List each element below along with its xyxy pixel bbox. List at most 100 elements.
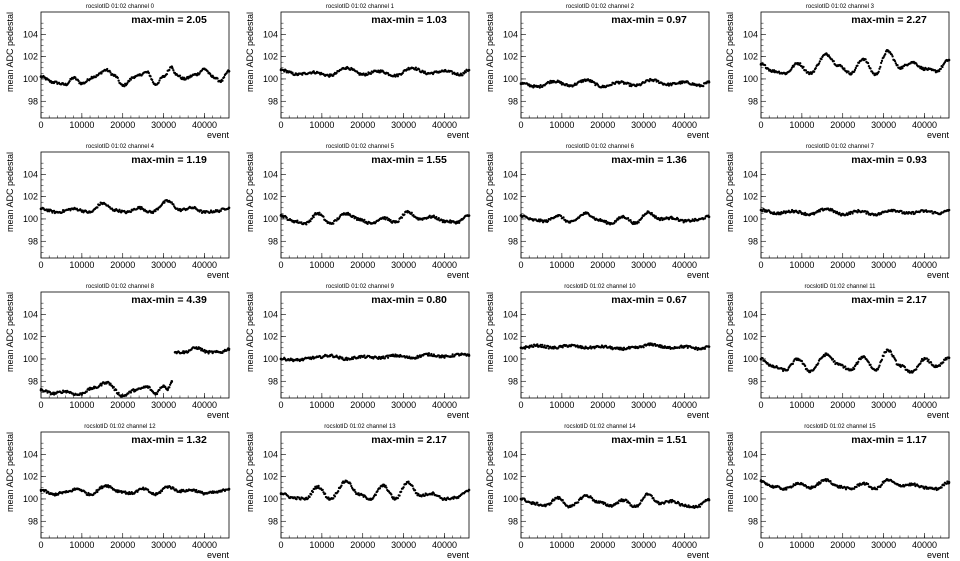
trace-point xyxy=(707,345,711,348)
chart-panel: rocslotID 01:02 channel 1 max-min = 1.03 9… xyxy=(240,0,480,140)
trace-point xyxy=(159,491,162,494)
trace-point xyxy=(907,369,911,372)
trace-point xyxy=(116,76,119,80)
trace-point xyxy=(884,350,888,354)
trace-point xyxy=(385,486,388,489)
trace-point xyxy=(332,222,335,225)
x-axis-label: event xyxy=(447,130,470,140)
x-tick-label: 40000 xyxy=(192,120,217,130)
trace-point xyxy=(890,53,893,56)
trace-point xyxy=(369,72,373,76)
trace-point xyxy=(227,488,231,491)
chart-panel: rocslotID 01:02 channel 14 max-min = 1.51… xyxy=(480,420,720,560)
trace-point xyxy=(155,392,159,396)
trace-point xyxy=(395,73,399,76)
x-tick-label: 0 xyxy=(518,540,523,550)
trace-point xyxy=(820,57,823,61)
trace-point xyxy=(896,63,899,67)
trace-point xyxy=(851,212,854,215)
trace-point xyxy=(308,495,311,499)
trace-point xyxy=(328,75,331,78)
trace-point xyxy=(880,358,884,361)
trace-point xyxy=(779,213,782,216)
x-tick-label: 20000 xyxy=(110,120,135,130)
plot-svg: rocslotID 01:02 channel 0 max-min = 2.05 9… xyxy=(5,4,231,140)
trace-point xyxy=(639,502,642,505)
trace-point xyxy=(96,206,99,209)
x-tick-label: 20000 xyxy=(590,120,615,130)
x-tick-label: 40000 xyxy=(672,120,697,130)
y-tick-label: 100 xyxy=(263,214,278,224)
trace-point xyxy=(910,212,913,215)
x-axis-label: event xyxy=(447,410,470,420)
trace-point xyxy=(866,61,870,65)
trace-point xyxy=(610,83,613,86)
trace-point xyxy=(777,70,781,73)
x-tick-label: 40000 xyxy=(432,540,457,550)
trace-point xyxy=(857,360,860,363)
trace-point xyxy=(366,73,369,76)
x-tick-label: 40000 xyxy=(192,540,217,550)
trace-point xyxy=(366,222,369,225)
trace-point xyxy=(635,84,638,88)
trace-point xyxy=(299,498,302,501)
trace-point xyxy=(629,219,632,222)
trace-point xyxy=(818,60,822,63)
trace-point xyxy=(179,491,182,494)
trace-point xyxy=(703,347,707,350)
trace-point xyxy=(925,357,929,360)
trace-point xyxy=(947,356,951,359)
trace-point xyxy=(461,74,464,77)
trace-point xyxy=(156,208,160,211)
trace-point xyxy=(387,217,391,221)
plot-svg: rocslotID 01:02 channel 1 max-min = 1.03 9… xyxy=(245,4,471,140)
y-tick-label: 100 xyxy=(503,214,518,224)
trace-point xyxy=(295,498,298,501)
trace-point xyxy=(227,348,231,352)
max-min-annotation: max-min = 1.36 xyxy=(611,154,687,166)
x-tick-label: 40000 xyxy=(912,120,937,130)
trace-point xyxy=(761,357,764,360)
trace-point xyxy=(890,353,893,356)
trace-point xyxy=(52,209,56,213)
trace-point xyxy=(317,484,320,488)
x-tick-label: 10000 xyxy=(549,260,574,270)
trace-point xyxy=(938,69,941,73)
trace-point xyxy=(853,367,856,371)
chart-panel: rocslotID 01:02 channel 12 max-min = 1.32… xyxy=(0,420,240,560)
x-tick-label: 40000 xyxy=(672,260,697,270)
x-tick-label: 0 xyxy=(518,120,523,130)
plot-frame xyxy=(520,291,710,399)
x-tick-label: 10000 xyxy=(789,400,814,410)
trace-point xyxy=(428,214,431,217)
y-tick-label: 104 xyxy=(23,29,38,39)
trace-point xyxy=(553,498,556,501)
trace-point xyxy=(402,486,405,489)
max-min-annotation: max-min = 1.32 xyxy=(131,434,207,446)
trace-point xyxy=(539,343,542,347)
x-tick-label: 20000 xyxy=(350,540,375,550)
trace-point xyxy=(397,220,400,223)
trace-point xyxy=(222,76,226,79)
x-tick-label: 0 xyxy=(758,260,763,270)
plot-title: rocslotID 01:02 channel 1 xyxy=(326,4,395,10)
trace-point xyxy=(350,484,353,488)
trace-point xyxy=(396,496,400,500)
plot-title: rocslotID 01:02 channel 3 xyxy=(806,4,875,10)
y-tick-label: 100 xyxy=(263,494,278,504)
x-tick-label: 40000 xyxy=(192,400,217,410)
trace-point xyxy=(523,347,527,350)
plot-svg: rocslotID 01:02 channel 11 max-min = 2.17… xyxy=(725,284,951,420)
trace-point xyxy=(940,486,943,489)
plot-frame xyxy=(520,151,710,259)
y-tick-label: 102 xyxy=(743,472,758,482)
plot-title: rocslotID 01:02 channel 6 xyxy=(566,144,635,150)
trace-point xyxy=(856,64,859,67)
trace-point xyxy=(107,381,110,384)
trace-point xyxy=(154,494,157,497)
trace-point xyxy=(831,357,835,361)
chart-panel: rocslotID 01:02 channel 8 max-min = 4.39 9… xyxy=(0,280,240,420)
trace-point xyxy=(106,67,109,71)
trace-point xyxy=(645,212,649,215)
y-tick-label: 100 xyxy=(743,354,758,364)
